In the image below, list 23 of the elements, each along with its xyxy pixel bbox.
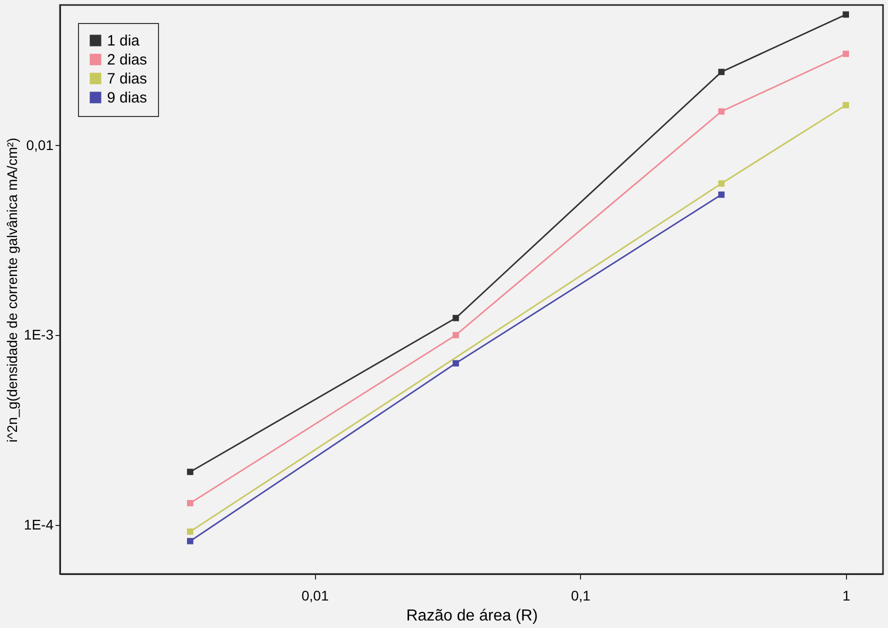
x-tick-label: 1 [842,588,850,604]
y-axis-title: i^2n_g(densidade de corrente galvânica mA/cm²) [4,138,20,442]
y-tick-label: 1E-3 [24,326,54,343]
point [452,332,459,338]
point [452,314,459,322]
y-tick-label: 1E-4 [24,516,54,532]
point [718,192,725,198]
point [187,500,194,506]
point [452,360,459,366]
legend-label: 2 dias [107,52,148,68]
point [187,528,194,535]
point [187,538,194,544]
legend-label: 9 dias [107,90,148,106]
x-tick-label: 0,01 [301,588,329,604]
point [187,468,194,476]
x-tick-label: 0,1 [571,588,591,604]
x-axis-title: Razão de área (R) [406,608,538,624]
y-tick-label: 0,01 [26,136,54,153]
point [718,108,725,115]
legend-label: 1 dia [107,32,140,50]
legend-label: 7 dias [107,70,148,88]
point [718,180,725,187]
point [718,68,725,76]
